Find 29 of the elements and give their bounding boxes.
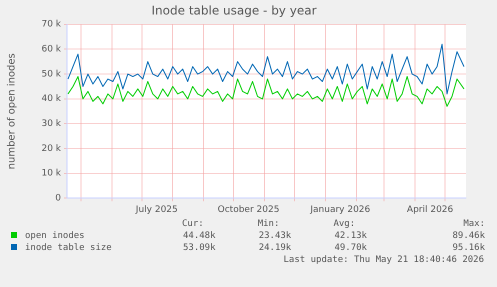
text: 95.16k xyxy=(451,242,485,254)
text: Cur: xyxy=(182,218,205,230)
legend-label: open inodes xyxy=(24,230,86,242)
y-tick-label: 50 k xyxy=(41,69,62,80)
x-tick-label: April 2026 xyxy=(406,204,454,215)
legend-label: inode table size xyxy=(24,242,113,254)
text: Last update: Thu May 21 18:40:46 2026 xyxy=(282,254,485,266)
y-tick-label: 60 k xyxy=(41,44,62,55)
x-tick-label: July 2025 xyxy=(134,204,178,215)
text: 89.46k xyxy=(451,230,485,242)
chart-title: Inode table usage - by year xyxy=(152,3,317,18)
text: Min: xyxy=(258,218,280,230)
text: Avg: xyxy=(333,218,356,230)
text: 23.43k xyxy=(258,230,292,242)
y-tick-label: 0 xyxy=(55,194,62,204)
text: 42.13k xyxy=(333,230,368,242)
x-tick-label: October 2025 xyxy=(218,204,280,215)
text: 24.19k xyxy=(258,242,292,254)
y-axis-title: number of open inodes xyxy=(6,53,18,170)
text: 44.48k xyxy=(182,230,217,242)
text: 53.09k xyxy=(182,242,217,254)
y-tick-label: 30 k xyxy=(41,119,62,130)
text: 49.70k xyxy=(333,242,368,254)
y-tick-label: 40 k xyxy=(41,94,62,104)
y-tick-label: 20 k xyxy=(41,144,62,154)
x-tick-label: January 2026 xyxy=(309,204,371,215)
y-tick-label: 70 k xyxy=(41,20,62,30)
y-tick-label: 10 k xyxy=(41,168,62,179)
text: Max: xyxy=(462,218,485,230)
